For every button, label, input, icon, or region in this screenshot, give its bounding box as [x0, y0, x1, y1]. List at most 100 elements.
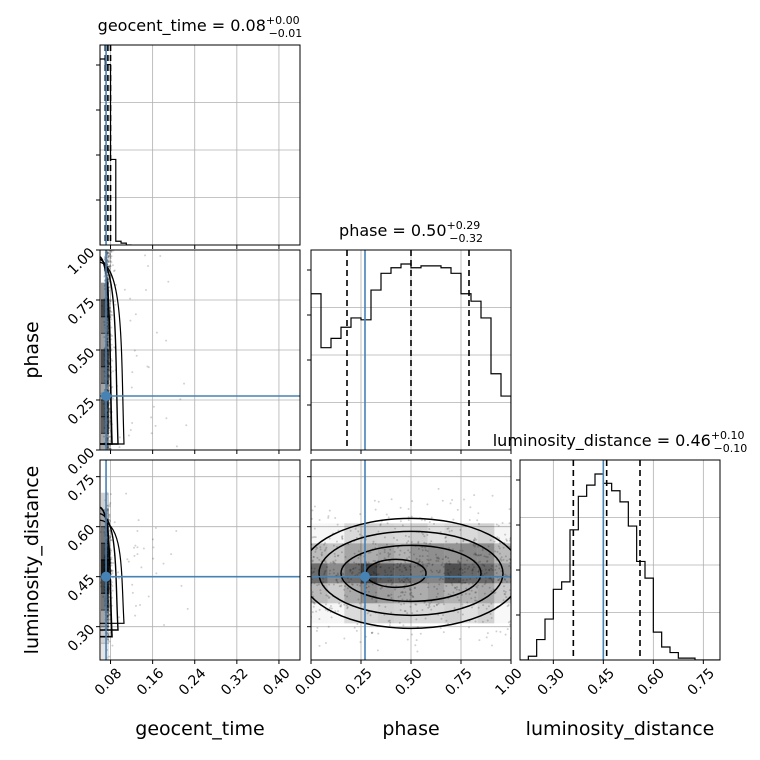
- scatter-point: [108, 640, 111, 643]
- density-block: [344, 583, 361, 604]
- density-block: [101, 642, 109, 660]
- scatter-point: [96, 579, 98, 581]
- x-tick-label: 0.50: [392, 665, 425, 698]
- scatter-point: [430, 600, 433, 603]
- scatter-point: [508, 539, 511, 542]
- scatter-point: [107, 343, 110, 346]
- density-block: [101, 299, 109, 318]
- scatter-point: [110, 562, 113, 565]
- scatter-point: [318, 644, 321, 647]
- 2d-panel-geocent_time-luminosity_distance: 0.08 0.16 0.24 0.32 0.40 0.30 0.45 0.60 0.75: [65, 459, 301, 699]
- scatter-point: [407, 540, 410, 543]
- scatter-point: [481, 549, 484, 552]
- scatter-point: [415, 618, 418, 621]
- scatter-point: [494, 568, 497, 571]
- scatter-point: [336, 554, 339, 557]
- density-block: [461, 563, 478, 584]
- scatter-point: [478, 522, 481, 525]
- scatter-point: [327, 515, 330, 518]
- scatter-point: [155, 331, 158, 334]
- scatter-point: [110, 318, 113, 321]
- scatter-point: [118, 446, 121, 449]
- scatter-point: [346, 606, 349, 609]
- scatter-point: [427, 582, 430, 585]
- scatter-point: [108, 252, 111, 255]
- scatter-point: [180, 584, 183, 587]
- scatter-point: [396, 539, 399, 542]
- density-block: [411, 543, 428, 564]
- scatter-point: [109, 440, 112, 443]
- scatter-point: [411, 500, 414, 503]
- scatter-point: [379, 587, 382, 590]
- scatter-point: [496, 536, 499, 539]
- scatter-point: [397, 595, 400, 598]
- scatter-point: [118, 616, 121, 619]
- scatter-point: [421, 546, 424, 549]
- scatter-point: [107, 261, 110, 264]
- scatter-point: [89, 615, 91, 617]
- scatter-point: [490, 617, 493, 620]
- scatter-point: [452, 591, 455, 594]
- scatter-point: [108, 255, 111, 258]
- scatter-point: [503, 592, 506, 595]
- scatter-point: [438, 578, 441, 581]
- scatter-point: [447, 622, 450, 625]
- scatter-point: [452, 518, 455, 521]
- scatter-point: [383, 548, 386, 551]
- scatter-point: [106, 259, 109, 262]
- scatter-point: [443, 590, 446, 593]
- scatter-point: [495, 630, 498, 633]
- scatter-point: [437, 557, 440, 560]
- scatter-point: [332, 583, 335, 586]
- scatter-point: [473, 539, 476, 542]
- scatter-point: [508, 522, 511, 525]
- scatter-point: [468, 582, 471, 585]
- scatter-point: [449, 502, 452, 505]
- scatter-point: [354, 527, 357, 530]
- scatter-point: [334, 517, 337, 520]
- scatter-point: [110, 558, 113, 561]
- scatter-point: [469, 541, 472, 544]
- x-axis-label-luminosity_distance: luminosity_distance: [526, 718, 715, 740]
- scatter-point: [107, 255, 110, 258]
- scatter-point: [419, 632, 422, 635]
- scatter-point: [468, 592, 471, 595]
- scatter-point: [466, 559, 469, 562]
- scatter-point: [410, 541, 413, 544]
- scatter-point: [390, 593, 393, 596]
- scatter-point: [324, 548, 327, 551]
- scatter-point: [393, 550, 396, 553]
- scatter-point: [340, 604, 343, 607]
- scatter-point: [425, 603, 428, 606]
- scatter-point: [499, 630, 502, 633]
- scatter-point: [486, 556, 489, 559]
- scatter-point: [106, 344, 109, 347]
- scatter-point: [113, 269, 116, 272]
- density-block: [444, 523, 461, 544]
- scatter-point: [417, 561, 420, 564]
- scatter-point: [335, 540, 338, 543]
- scatter-point: [435, 604, 438, 607]
- scatter-point: [459, 561, 462, 564]
- scatter-point: [136, 530, 139, 533]
- scatter-point: [426, 534, 429, 537]
- scatter-point: [390, 596, 393, 599]
- scatter-point: [374, 559, 377, 562]
- contours: [311, 517, 511, 630]
- y-tick-label: 0.50: [65, 345, 98, 378]
- scatter-point: [505, 559, 508, 562]
- scatter-point: [398, 621, 401, 624]
- density-block: [494, 583, 511, 604]
- scatter-point: [110, 343, 113, 346]
- scatter-point: [388, 594, 391, 597]
- scatter-point: [447, 593, 450, 596]
- scatter-point: [407, 549, 410, 552]
- scatter-point: [111, 385, 114, 388]
- scatter-point: [129, 319, 132, 322]
- scatter-point: [346, 587, 349, 590]
- scatter-point: [475, 585, 478, 588]
- scatter-point: [343, 637, 346, 640]
- scatter-point: [477, 606, 480, 609]
- scatter-point: [399, 594, 402, 597]
